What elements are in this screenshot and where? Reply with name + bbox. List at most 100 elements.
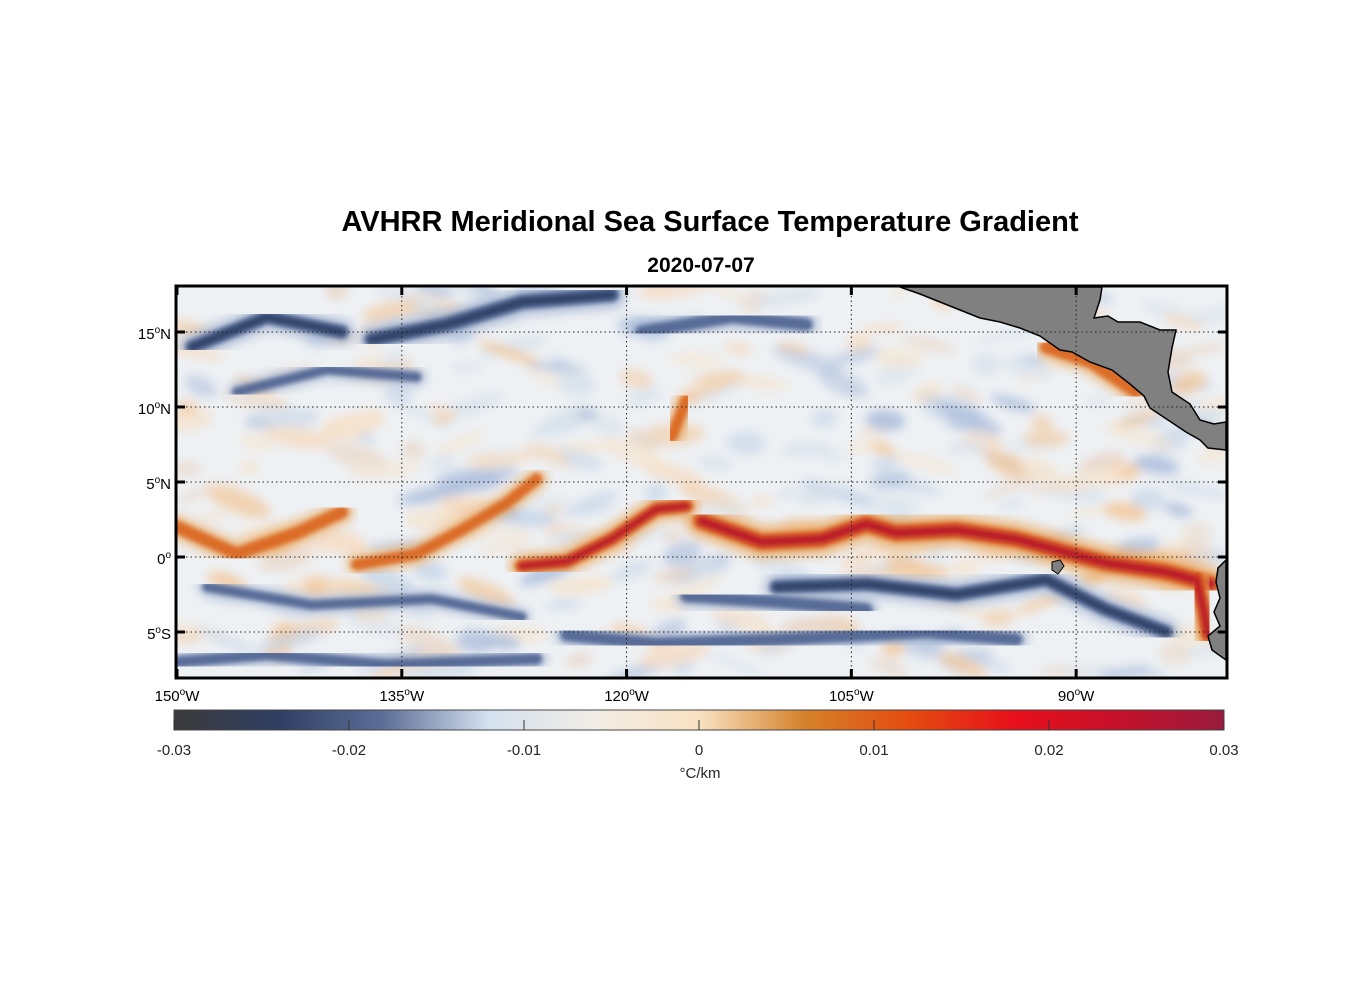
y-axis-labels: 15oN 10oN 5oN 0o 5oS — [138, 325, 172, 643]
texture-blob — [1103, 502, 1147, 522]
texture-blob — [669, 352, 724, 367]
texture-blob — [1133, 455, 1180, 475]
texture-blob — [749, 494, 774, 508]
texture-blob — [951, 386, 983, 404]
texture-blob — [619, 369, 653, 389]
texture-blob — [1019, 354, 1045, 365]
colorbar-tick-label: -0.02 — [332, 742, 366, 759]
texture-blob — [1159, 642, 1191, 666]
graticule — [177, 287, 1226, 677]
texture-blob — [805, 483, 853, 497]
texture-blob — [374, 287, 446, 312]
texture-blob — [205, 484, 271, 519]
colorbar-ticks: -0.03 -0.02 -0.01 0 0.01 0.02 0.03 — [157, 720, 1239, 759]
texture-blob — [691, 370, 746, 388]
feature-band — [635, 310, 813, 339]
gradient-features — [177, 287, 1226, 676]
texture-blob — [177, 407, 215, 433]
texture-blob — [575, 408, 599, 422]
texture-blob — [1030, 414, 1053, 431]
texture-blob — [865, 409, 906, 431]
texture-blob — [776, 342, 810, 354]
texture-blob — [609, 559, 654, 581]
colorbar-tick-label: 0.02 — [1034, 742, 1063, 759]
texture-blob — [685, 562, 729, 579]
texture-blob — [889, 451, 960, 475]
texture-blob — [1164, 482, 1226, 498]
texture-blob — [239, 433, 275, 452]
texture-blob — [324, 578, 392, 597]
texture-blob — [772, 345, 842, 374]
texture-blob — [427, 454, 458, 472]
texture-blob — [557, 372, 597, 396]
chart-subtitle: 2020-07-07 — [647, 254, 755, 277]
feature-band — [351, 473, 543, 571]
texture-blob — [480, 633, 521, 650]
texture-blob — [781, 442, 834, 457]
texture-blob — [870, 655, 908, 677]
texture-blob — [663, 541, 701, 567]
texture-blob — [873, 346, 925, 369]
texture-blob — [545, 598, 583, 611]
texture-blob — [1163, 502, 1193, 518]
texture-blob — [971, 353, 1000, 376]
texture-blob — [523, 366, 568, 389]
texture-blob — [525, 362, 589, 374]
x-tick-label: 105oW — [829, 687, 875, 705]
texture-blob — [1085, 394, 1114, 408]
texture-blob — [435, 469, 503, 493]
texture-blob — [564, 491, 619, 517]
y-tick-label: 5oN — [146, 475, 171, 493]
texture-blob — [947, 439, 989, 454]
texture-blob — [1196, 398, 1226, 410]
texture-blob — [636, 287, 709, 299]
feature-core — [367, 290, 616, 344]
texture-blob — [1188, 306, 1226, 324]
texture-blob — [477, 341, 543, 366]
x-axis-labels: 150oW 135oW 120oW 105oW 90oW — [155, 687, 1096, 705]
texture-blob — [625, 386, 662, 406]
texture-blob — [548, 575, 615, 595]
texture-blob — [336, 416, 381, 434]
texture-blob — [997, 499, 1026, 509]
texture-blob — [839, 543, 890, 569]
texture-blob — [359, 565, 415, 594]
texture-blob — [1114, 409, 1162, 430]
feature-band — [560, 625, 1023, 651]
y-tick-label: 0o — [157, 550, 171, 568]
texture-blob — [200, 512, 227, 522]
texture-blob — [724, 341, 753, 356]
texture-blob — [1079, 451, 1125, 471]
texture-blob — [1096, 666, 1152, 677]
y-tick-label: 15oN — [138, 325, 171, 343]
texture-blob — [601, 438, 672, 473]
texture-blob — [752, 288, 823, 308]
central-america-land — [899, 287, 1226, 451]
y-tick-label: 5oS — [147, 625, 171, 643]
texture-blob — [811, 409, 838, 428]
texture-blob — [902, 335, 957, 354]
texture-blob — [471, 450, 541, 469]
texture-blob — [325, 287, 349, 300]
texture-blob — [1197, 441, 1226, 465]
texture-blob — [479, 535, 534, 556]
texture-blob — [413, 560, 449, 582]
texture-blob — [712, 606, 772, 633]
texture-blob — [525, 495, 572, 506]
feature-core — [188, 313, 346, 351]
texture-blob — [986, 451, 1034, 480]
map-field — [177, 287, 1226, 677]
feature-band — [680, 589, 873, 616]
land-areas — [899, 287, 1226, 661]
texture-blob — [449, 362, 487, 373]
texture-blob — [445, 287, 504, 299]
texture-blob — [346, 460, 421, 481]
texture-blob — [776, 487, 798, 500]
feature-band — [232, 364, 422, 397]
texture-blob — [432, 412, 457, 426]
texture-blob — [362, 300, 419, 323]
texture-blob — [184, 375, 218, 398]
texture-blob — [397, 625, 456, 657]
texture-blob — [702, 287, 745, 300]
